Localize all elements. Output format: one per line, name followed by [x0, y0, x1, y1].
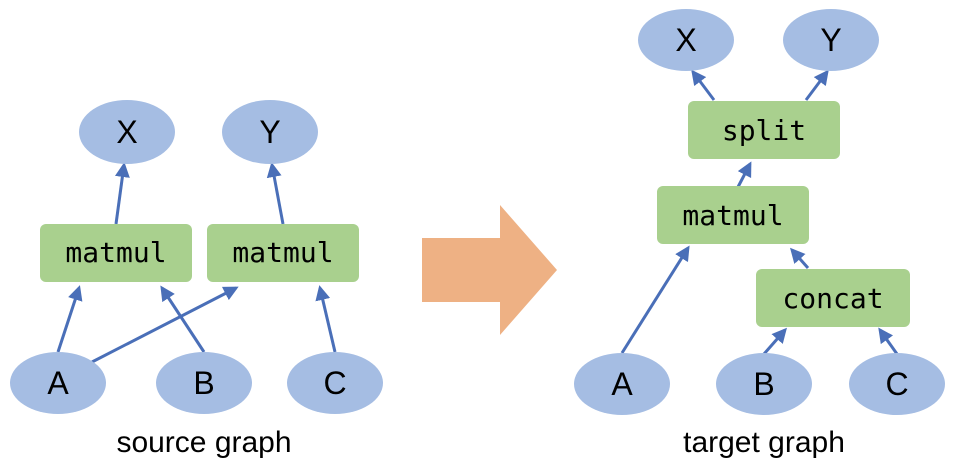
target-edge-a-to-matmul [622, 248, 688, 353]
transform-arrow [422, 205, 557, 335]
source-output-x-label: X [116, 114, 137, 150]
target-edge-split-to-x [693, 72, 714, 100]
target-edge-matmul-to-split [738, 164, 750, 187]
target-input-c-label: C [885, 366, 908, 402]
target-output-y-label: Y [820, 22, 841, 58]
target-split-label: split [722, 114, 806, 147]
source-edge-a-to-matmul1 [58, 288, 79, 352]
source-edge-matmul1-to-x [116, 165, 124, 224]
target-matmul-label: matmul [682, 199, 783, 232]
target-graph: X Y split matmul concat A B C target gra… [574, 9, 945, 459]
target-edge-c-to-concat [880, 330, 897, 354]
target-graph-caption: target graph [683, 426, 845, 459]
source-edge-matmul2-to-y [272, 165, 283, 224]
target-edge-b-to-concat [764, 330, 785, 354]
source-edge-c-to-matmul2 [320, 288, 335, 352]
source-input-a-label: A [47, 365, 69, 401]
target-input-b-label: B [753, 366, 774, 402]
target-input-a-label: A [611, 366, 633, 402]
source-matmul-2-label: matmul [232, 236, 333, 269]
source-edge-b-to-matmul1 [162, 288, 204, 352]
source-matmul-1-label: matmul [65, 236, 166, 269]
source-input-c-label: C [323, 365, 346, 401]
target-output-x-label: X [675, 22, 696, 58]
source-edge-a-to-matmul2 [92, 288, 236, 362]
source-input-b-label: B [193, 365, 214, 401]
source-output-y-label: Y [259, 114, 280, 150]
target-edge-split-to-y [806, 72, 827, 100]
source-graph-caption: source graph [116, 426, 291, 459]
target-concat-label: concat [782, 282, 883, 315]
target-edge-concat-to-matmul [792, 250, 808, 268]
source-graph: X Y matmul matmul A B C source graph [10, 100, 383, 459]
